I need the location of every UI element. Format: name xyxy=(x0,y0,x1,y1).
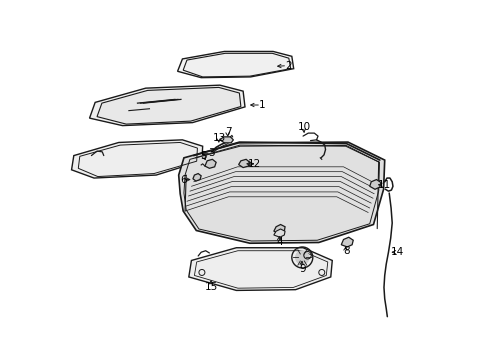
Polygon shape xyxy=(193,174,201,181)
Text: 8: 8 xyxy=(343,246,349,256)
Text: 7: 7 xyxy=(224,127,231,138)
Polygon shape xyxy=(183,53,290,77)
Text: 10: 10 xyxy=(297,122,310,132)
Polygon shape xyxy=(204,159,216,168)
Text: 14: 14 xyxy=(390,247,403,257)
Text: 9: 9 xyxy=(298,264,305,274)
Polygon shape xyxy=(238,159,249,167)
Text: 12: 12 xyxy=(247,159,261,169)
Polygon shape xyxy=(97,87,241,124)
Text: 3: 3 xyxy=(208,148,215,158)
Text: 15: 15 xyxy=(204,282,218,292)
Polygon shape xyxy=(273,229,285,237)
Text: 4: 4 xyxy=(276,237,283,247)
Text: 11: 11 xyxy=(377,180,390,190)
Polygon shape xyxy=(71,140,202,178)
Text: 2: 2 xyxy=(284,61,291,71)
Circle shape xyxy=(295,251,308,264)
Text: 6: 6 xyxy=(180,175,186,185)
Polygon shape xyxy=(89,85,244,126)
Polygon shape xyxy=(220,137,233,143)
Polygon shape xyxy=(188,248,331,291)
Text: 13: 13 xyxy=(212,132,225,143)
Polygon shape xyxy=(177,51,293,78)
Polygon shape xyxy=(341,237,352,247)
Polygon shape xyxy=(178,142,384,243)
Polygon shape xyxy=(369,180,380,189)
Text: 5: 5 xyxy=(200,150,207,161)
Text: 1: 1 xyxy=(258,100,264,110)
Polygon shape xyxy=(273,225,285,234)
